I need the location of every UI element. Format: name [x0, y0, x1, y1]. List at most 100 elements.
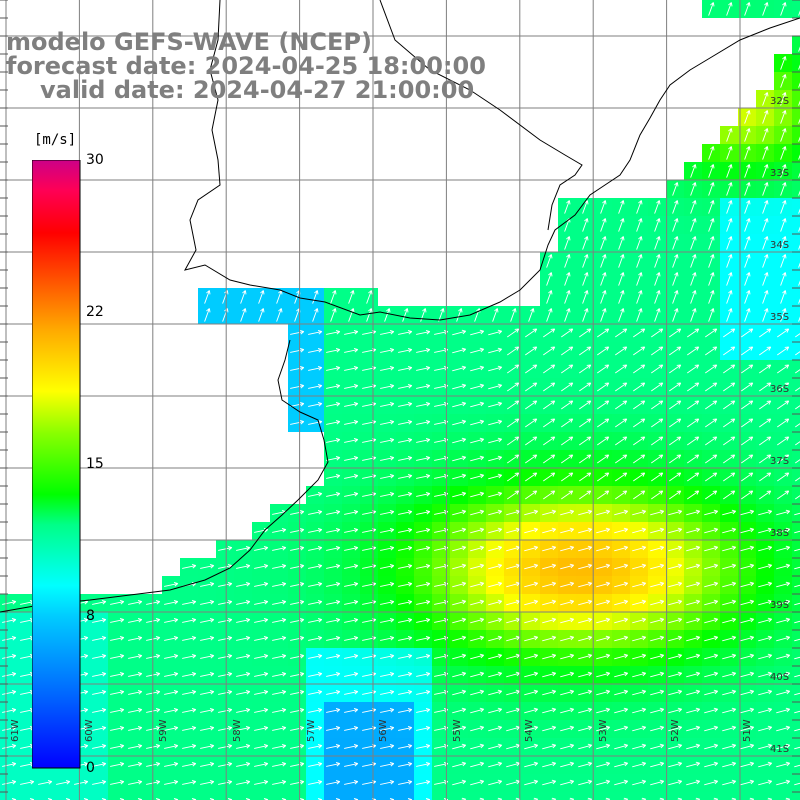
wind-arrow: [488, 689, 503, 696]
wind-arrow: [596, 581, 611, 588]
coastline-uruguay: [379, 0, 583, 231]
wind-arrow: [777, 328, 790, 338]
wind-arrow: [312, 308, 319, 322]
wind-arrow: [668, 545, 683, 552]
wind-arrow: [182, 707, 197, 713]
wind-arrow: [794, 710, 800, 714]
wind-arrow: [398, 653, 413, 659]
lon-label: 58W: [232, 719, 243, 742]
wind-arrow: [488, 671, 503, 678]
wind-arrow: [668, 527, 683, 534]
wind-speed-cell: [288, 792, 306, 800]
wind-arrow: [578, 761, 593, 768]
wind-arrow: [380, 491, 395, 497]
wind-arrow: [596, 671, 611, 678]
wind-arrow: [686, 671, 701, 678]
wind-arrow: [470, 671, 485, 678]
wind-arrow: [740, 707, 755, 714]
wind-arrow: [470, 401, 485, 408]
wind-arrow: [308, 761, 323, 767]
lat-label: 37S: [770, 456, 790, 467]
wind-arrow: [308, 689, 323, 695]
wind-speed-cell: [450, 792, 468, 800]
wind-arrow: [668, 635, 683, 642]
wind-arrow: [704, 599, 719, 606]
wind-speed-cell: [360, 792, 378, 800]
wind-arrow: [452, 617, 467, 624]
wind-arrow: [507, 328, 520, 338]
wind-arrow: [600, 218, 607, 232]
wind-speed-cell: [792, 468, 800, 486]
wind-arrow: [452, 509, 467, 516]
wind-arrow: [798, 280, 800, 286]
wind-arrow: [380, 545, 395, 551]
wind-arrow: [740, 761, 755, 768]
wind-arrow: [672, 200, 679, 214]
wind-arrow: [398, 329, 413, 335]
wind-speed-cell: [630, 792, 648, 800]
wind-arrow: [561, 454, 574, 464]
wind-speed-cell: [792, 414, 800, 432]
wind-arrow: [470, 581, 485, 588]
wind-arrow: [726, 272, 733, 286]
wind-arrow: [794, 548, 800, 552]
wind-arrow: [723, 328, 736, 338]
wind-arrow: [615, 346, 628, 356]
wind-arrow: [560, 599, 575, 606]
wind-arrow: [182, 761, 197, 767]
wind-arrow: [561, 400, 574, 410]
wind-arrow: [452, 581, 467, 588]
wind-arrow: [308, 329, 323, 335]
wind-arrow: [200, 671, 215, 677]
wind-arrow: [651, 490, 664, 500]
wind-arrow: [794, 782, 800, 786]
wind-arrow: [618, 272, 625, 286]
wind-arrow: [543, 400, 556, 410]
wind-arrow: [795, 387, 800, 392]
wind-arrow: [636, 236, 643, 250]
wind-arrow: [470, 455, 485, 462]
wind-arrow: [488, 437, 503, 444]
wind-arrow: [564, 272, 571, 286]
wind-arrow: [290, 509, 305, 515]
wind-arrow: [690, 236, 697, 250]
wind-arrow: [524, 509, 539, 516]
wind-arrow: [636, 254, 643, 268]
wind-arrow: [236, 725, 251, 731]
wind-arrow: [416, 599, 431, 605]
wind-arrow: [795, 441, 800, 446]
wind-arrow: [650, 509, 665, 516]
wind-arrow: [578, 563, 593, 570]
wind-arrow: [596, 743, 611, 750]
lon-label: 61W: [10, 719, 21, 742]
wind-arrow: [524, 527, 539, 534]
wind-arrow: [776, 743, 791, 750]
wind-arrow: [308, 599, 323, 605]
wind-arrow: [740, 689, 755, 696]
wind-arrow: [690, 200, 697, 214]
wind-arrow: [308, 401, 323, 407]
wind-arrow: [344, 329, 359, 335]
wind-arrow: [780, 74, 787, 88]
wind-arrow: [272, 725, 287, 731]
wind-arrow: [560, 563, 575, 570]
wind-arrow: [416, 473, 431, 479]
wind-arrow: [326, 401, 341, 407]
wind-arrow: [398, 527, 413, 533]
wind-arrow: [470, 545, 485, 552]
wind-arrow: [708, 146, 715, 160]
wind-arrow: [398, 671, 413, 677]
wind-arrow: [798, 10, 800, 16]
wind-arrow: [704, 725, 719, 732]
wind-arrow: [686, 581, 701, 588]
lon-label: 55W: [452, 719, 463, 742]
wind-arrow: [758, 707, 773, 714]
wind-arrow: [759, 436, 772, 446]
wind-arrow: [506, 599, 521, 606]
wind-arrow: [726, 128, 733, 142]
wind-arrow: [615, 454, 628, 464]
wind-arrow: [128, 689, 143, 695]
wind-arrow: [596, 599, 611, 606]
wind-arrow: [798, 64, 800, 70]
wind-arrow: [290, 401, 305, 407]
